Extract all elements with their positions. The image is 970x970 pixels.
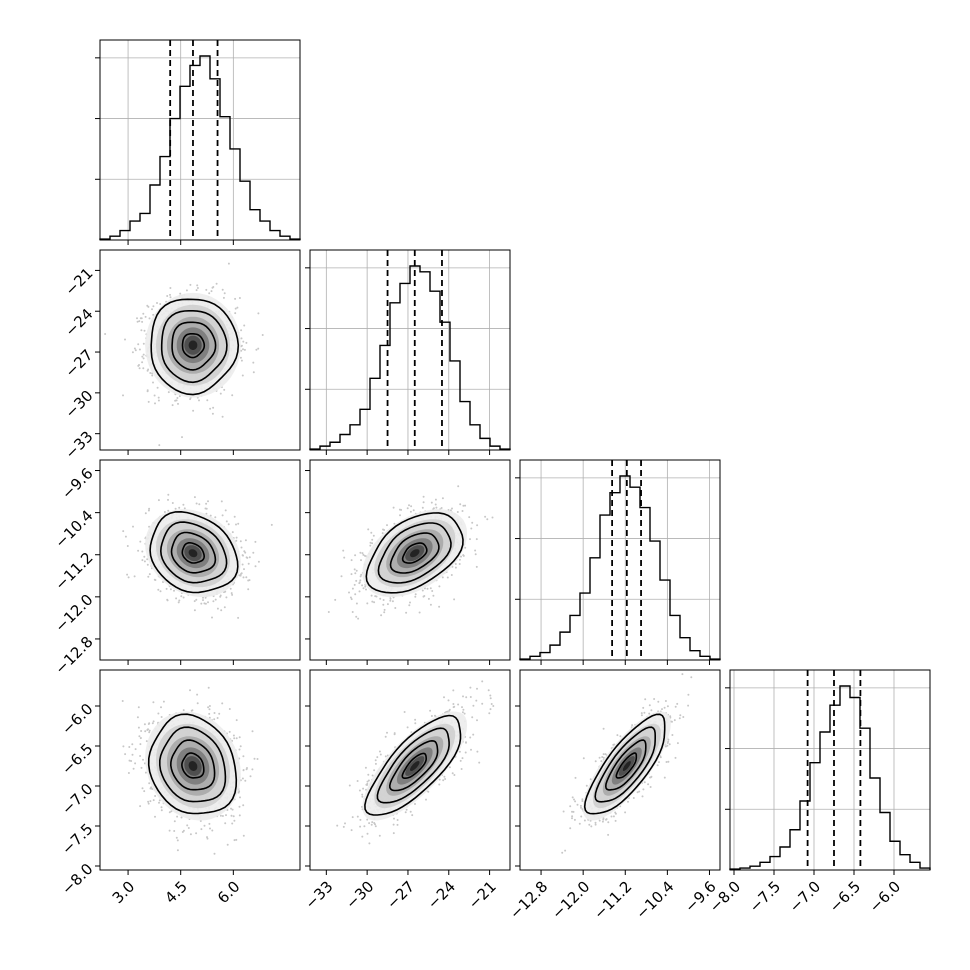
x-tick-label: −24 (424, 878, 459, 913)
panel-frame (519, 669, 721, 871)
x-tick-label: −30 (342, 878, 377, 913)
panel-frame (729, 669, 931, 871)
x-tick-label: −10.4 (632, 878, 677, 923)
x-tick-label: −12.8 (506, 878, 551, 923)
density-panel-0-2 (95, 459, 301, 665)
x-tick-label: −7.5 (746, 878, 784, 916)
panel-frame (99, 669, 301, 871)
panel-frame (309, 669, 511, 871)
y-tick-label: −24 (61, 305, 96, 340)
panel-content (122, 493, 273, 619)
x-tick-label: −7.0 (786, 878, 824, 916)
panel-content (121, 686, 259, 855)
y-tick-label: −11.2 (51, 549, 96, 594)
x-tick-label: −6.0 (866, 878, 904, 916)
density-band (188, 761, 198, 771)
contour-line (401, 542, 428, 564)
contour-line (181, 542, 206, 564)
x-tick-label: 3.0 (109, 878, 139, 908)
x-tick-label: −11.2 (590, 878, 635, 923)
density-panel-1-2 (305, 459, 511, 665)
density-band (410, 761, 420, 771)
contour-line (583, 713, 666, 815)
x-tick-label: 4.5 (161, 878, 191, 908)
histogram-step (99, 55, 301, 240)
contour-line (159, 726, 227, 803)
x-tick-label: −12.0 (548, 878, 593, 923)
density-panel-2-3 (515, 669, 721, 875)
x-tick-label: −21 (465, 878, 500, 913)
y-tick-label: −7.0 (58, 780, 96, 818)
panel-frame (99, 249, 301, 451)
contour-line (169, 739, 216, 791)
panel-background (100, 40, 300, 240)
panel-content (327, 485, 494, 620)
histogram-panel-0 (95, 39, 301, 245)
contour-line (159, 521, 228, 584)
y-tick-label: −27 (61, 346, 96, 381)
contour-line (160, 310, 228, 384)
contour-line (615, 752, 638, 779)
histogram-panel-1 (305, 249, 511, 455)
y-tick-label: −10.4 (51, 506, 96, 551)
contour-line (170, 531, 217, 574)
histogram-step (519, 475, 721, 660)
panel-frame (99, 459, 301, 661)
contour-line (149, 510, 239, 594)
panel-content (561, 673, 693, 854)
panel-background (730, 670, 930, 870)
x-tick-label: −27 (383, 878, 418, 913)
contour-line (364, 714, 462, 816)
density-band (188, 340, 198, 350)
panel-frame (309, 249, 511, 451)
density-panel-0-3 (95, 669, 301, 875)
y-tick-label: −6.0 (58, 700, 96, 738)
density-panel-1-3 (305, 669, 511, 875)
x-tick-label: 6.0 (214, 878, 244, 908)
density-panel-0-1 (95, 249, 301, 455)
histogram-step (309, 265, 511, 450)
contour-line (376, 727, 450, 804)
histogram-panel-2 (515, 459, 721, 665)
contour-line (377, 522, 452, 584)
y-tick-label: −33 (61, 427, 96, 462)
y-tick-label: −30 (61, 387, 96, 422)
contour-line (171, 321, 217, 371)
y-tick-label: −7.5 (58, 820, 96, 858)
y-tick-label: −8.0 (58, 860, 96, 898)
y-tick-label: −12.0 (51, 591, 96, 636)
density-band (622, 761, 631, 771)
histogram-step (729, 685, 931, 870)
contour-line (388, 739, 439, 792)
contour-line (401, 752, 427, 779)
density-band (188, 549, 198, 558)
y-tick-label: −9.6 (58, 464, 96, 502)
contour-line (150, 298, 240, 396)
y-tick-label: −12.8 (51, 633, 96, 678)
contour-line (181, 752, 205, 779)
x-tick-label: −6.5 (826, 878, 864, 916)
panel-frame (99, 39, 301, 241)
contour-line (594, 726, 656, 803)
contour-line (604, 739, 647, 791)
contour-line (181, 333, 206, 359)
panel-frame (519, 459, 721, 661)
y-tick-label: −6.5 (58, 740, 96, 778)
panel-content (336, 680, 495, 845)
histogram-panel-3 (725, 669, 931, 875)
contour-line (147, 713, 238, 815)
density-band (410, 549, 420, 558)
panel-frame (309, 459, 511, 661)
contour-line (365, 512, 464, 594)
x-tick-label: −33 (301, 878, 336, 913)
y-tick-label: −21 (61, 264, 96, 299)
contour-line (389, 532, 440, 574)
panel-content (104, 262, 264, 447)
